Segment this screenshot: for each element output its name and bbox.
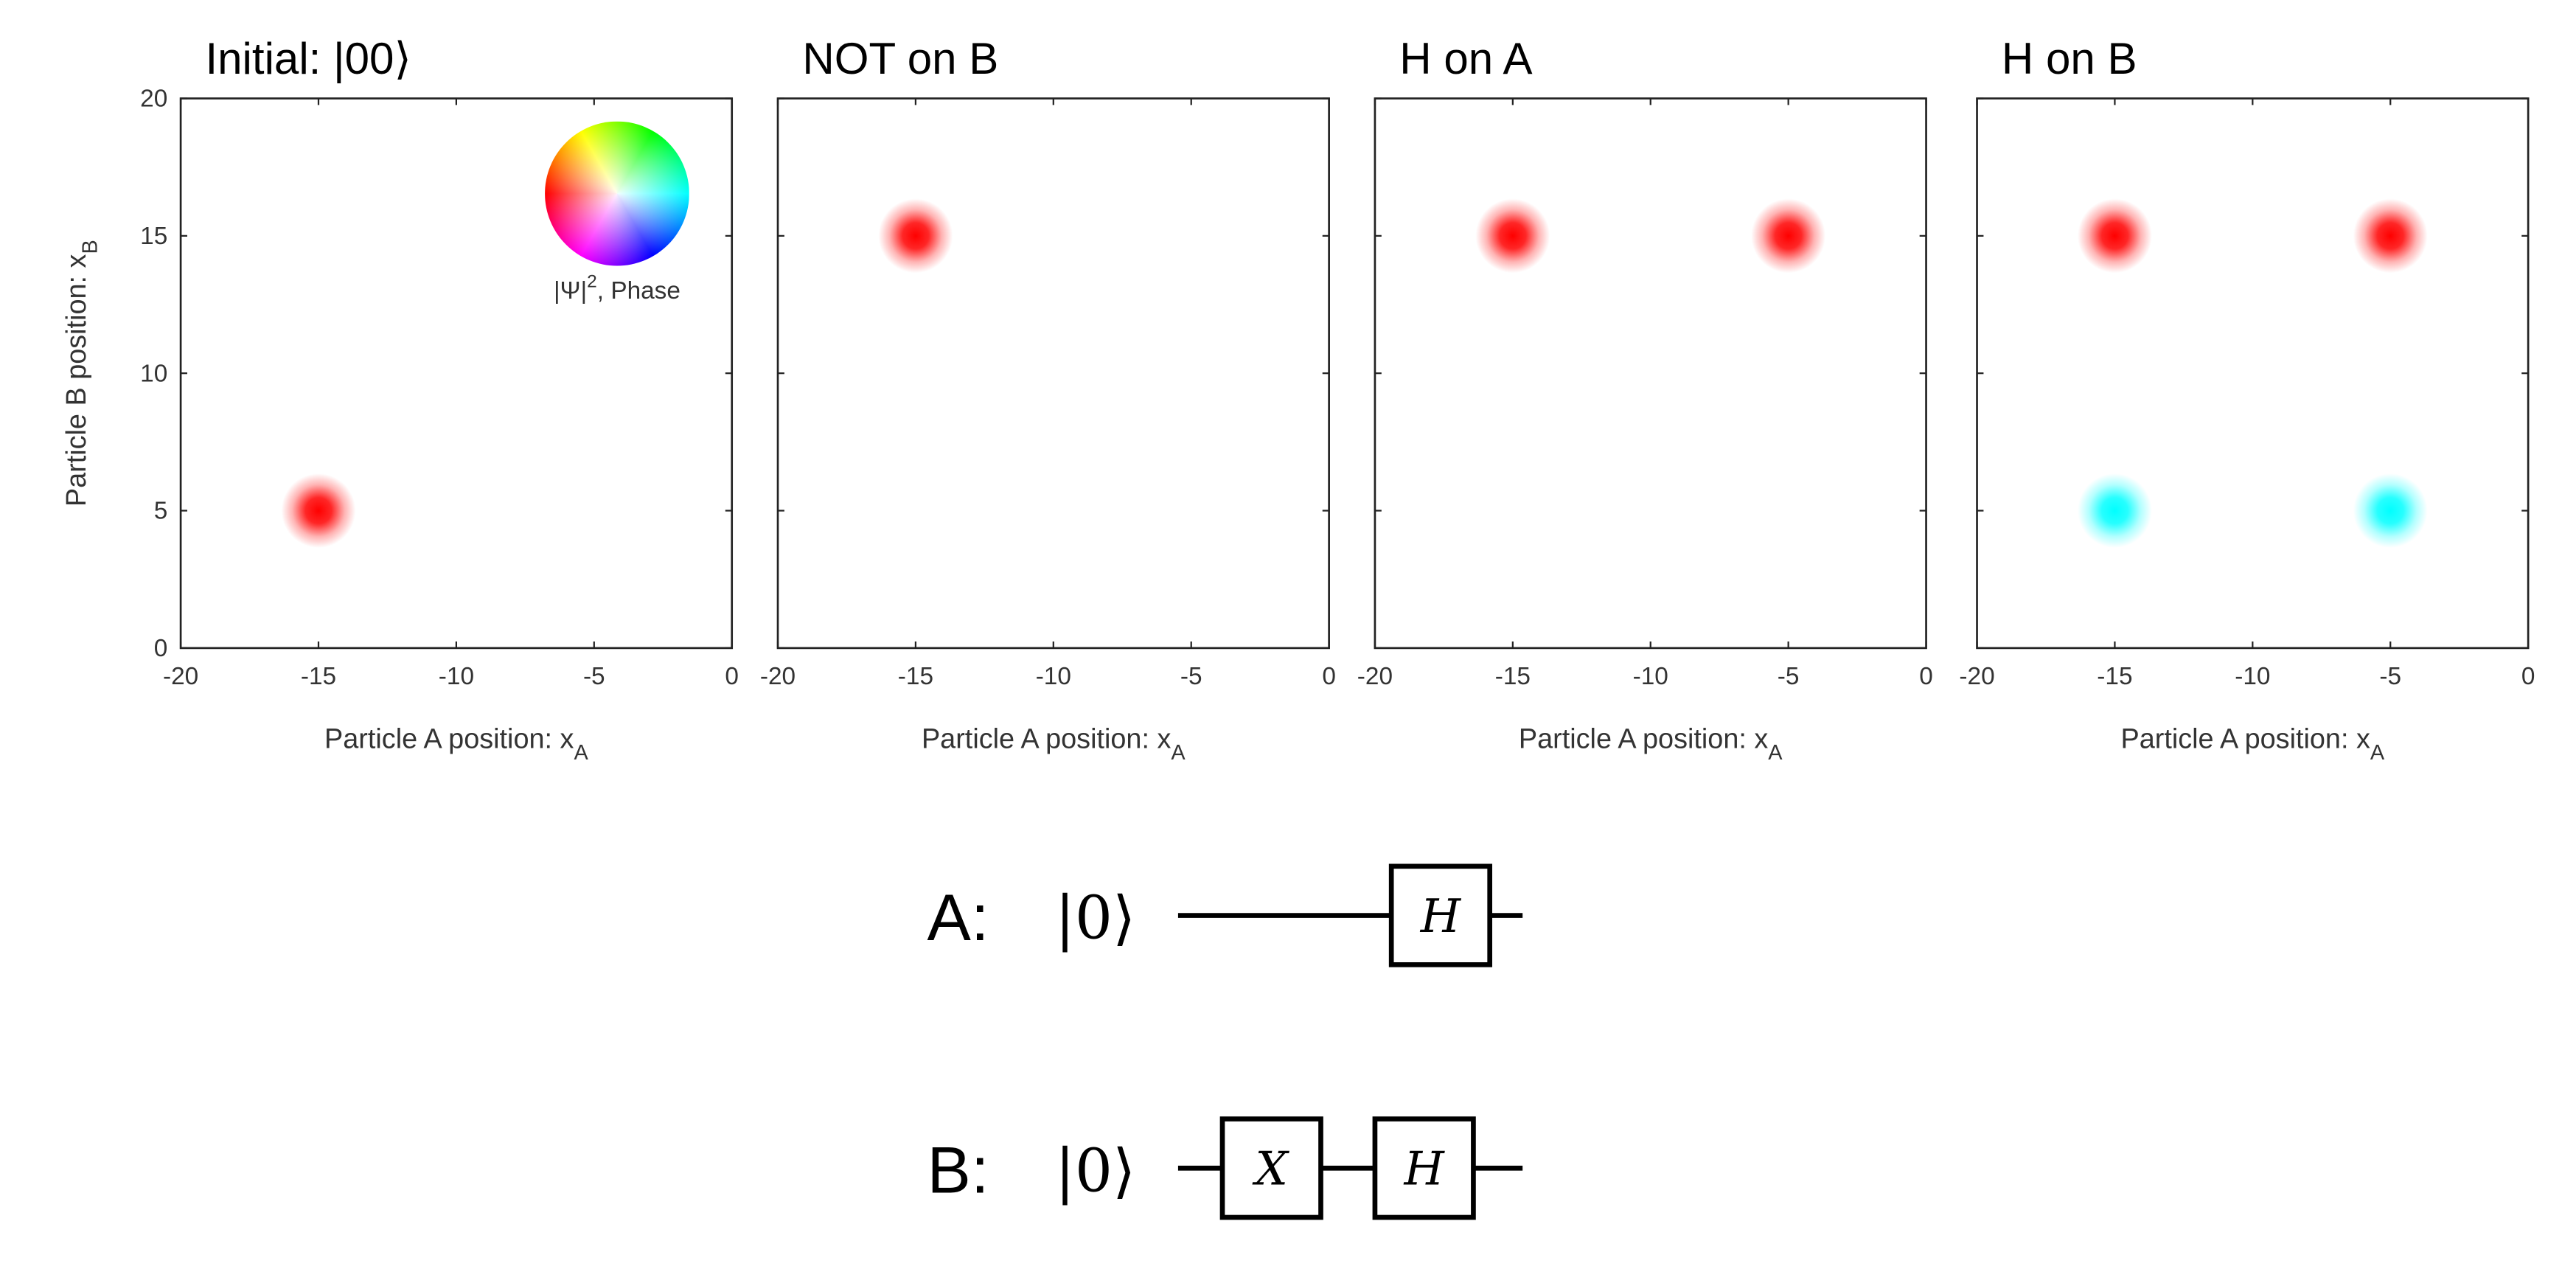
x-axis-label-text: Particle A position: x xyxy=(324,724,574,755)
x-tick-label: 0 xyxy=(1919,663,1933,690)
color-wheel xyxy=(545,121,689,266)
y-axis-label: Particle B position: xB xyxy=(61,240,102,507)
axes-box xyxy=(1374,97,1927,650)
qubit-label: B: xyxy=(927,1133,989,1207)
x-tick-label: -10 xyxy=(2235,663,2270,690)
y-tick-label: 0 xyxy=(154,635,168,662)
legend-label-sup: 2 xyxy=(587,271,597,291)
legend-label-text: |Ψ| xyxy=(554,277,587,305)
chart-title: NOT on B xyxy=(802,34,998,83)
point xyxy=(878,198,953,274)
x-tick-label: -5 xyxy=(583,663,605,690)
x-tick-label: -10 xyxy=(1036,663,1071,690)
x-tick-label: -15 xyxy=(898,663,933,690)
x-tick-label: -10 xyxy=(439,663,474,690)
qubit-state: |0⟩ xyxy=(1055,884,1135,953)
x-axis-label: Particle A position: xA xyxy=(922,724,1186,765)
axes-box xyxy=(1976,97,2530,650)
gate-label: H xyxy=(1404,1141,1446,1195)
chart-title: H on B xyxy=(2002,34,2137,83)
x-tick-label: -5 xyxy=(1180,663,1202,690)
x-tick-label: 0 xyxy=(1322,663,1336,690)
x-tick-label: -20 xyxy=(1959,663,1994,690)
gate-label: X xyxy=(1252,1141,1290,1195)
x-tick-label: 0 xyxy=(2521,663,2535,690)
x-axis-label-sub: A xyxy=(1768,741,1783,765)
x-tick-label: -20 xyxy=(163,663,198,690)
y-tick-label: 10 xyxy=(140,360,167,387)
x-axis-label-sub: A xyxy=(574,741,588,765)
y-axis-label-text: Particle B position: x xyxy=(61,254,92,507)
y-tick-label: 15 xyxy=(140,223,167,250)
y-tick-label: 5 xyxy=(154,498,168,525)
point xyxy=(2353,473,2428,549)
x-axis-label: Particle A position: xA xyxy=(324,724,588,765)
color-wheel-disc xyxy=(545,121,689,266)
point xyxy=(281,473,356,549)
legend-label-rest: , Phase xyxy=(597,277,680,305)
x-tick-label: -5 xyxy=(1778,663,1800,690)
gate xyxy=(1219,1116,1323,1220)
point xyxy=(2077,198,2152,274)
x-tick-label: 0 xyxy=(725,663,739,690)
qubit-state: |0⟩ xyxy=(1055,1136,1135,1205)
x-tick-label: -20 xyxy=(760,663,796,690)
x-axis-label-sub: A xyxy=(1171,741,1186,765)
gate xyxy=(1372,1116,1476,1220)
x-tick-label: -15 xyxy=(301,663,336,690)
gate-label: H xyxy=(1420,889,1462,943)
x-tick-label: -15 xyxy=(1495,663,1531,690)
x-tick-label: -5 xyxy=(2379,663,2401,690)
x-axis-label: Particle A position: xA xyxy=(1519,724,1783,765)
point xyxy=(2077,473,2152,549)
x-axis-label-text: Particle A position: x xyxy=(922,724,1171,755)
x-axis-label-sub: A xyxy=(2370,741,2385,765)
chart-title: Initial: |00⟩ xyxy=(205,34,411,83)
y-axis-label-sub: B xyxy=(79,240,102,254)
point xyxy=(1475,198,1550,274)
chart-title: H on A xyxy=(1399,34,1532,83)
x-axis-label: Particle A position: xA xyxy=(2120,724,2384,765)
x-axis-label-text: Particle A position: x xyxy=(2120,724,2370,755)
x-tick-label: -20 xyxy=(1357,663,1393,690)
qubit-label: A: xyxy=(927,880,989,954)
x-tick-label: -15 xyxy=(2097,663,2132,690)
point xyxy=(1751,198,1826,274)
y-tick-label: 20 xyxy=(140,86,167,113)
axes-box xyxy=(776,97,1330,650)
x-tick-label: -10 xyxy=(1633,663,1668,690)
x-axis-label-text: Particle A position: x xyxy=(1519,724,1768,755)
gate xyxy=(1388,863,1493,967)
legend-label: |Ψ|2, Phase xyxy=(554,271,680,305)
point xyxy=(2353,198,2428,274)
